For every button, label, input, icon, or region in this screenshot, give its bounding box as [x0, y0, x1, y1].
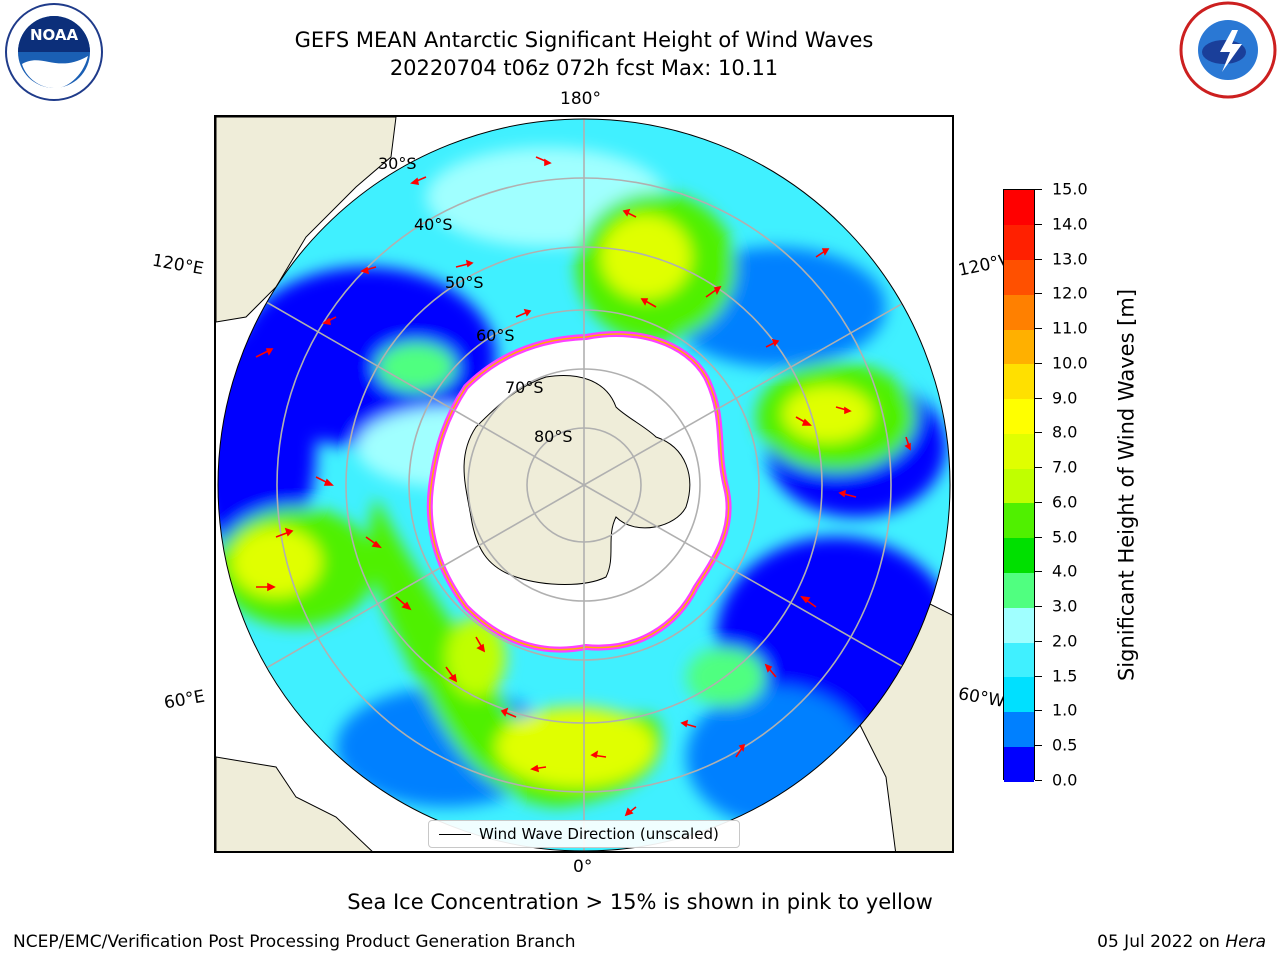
colorbar-segment: [1004, 502, 1034, 539]
map-legend: Wind Wave Direction (unscaled): [428, 820, 740, 848]
colorbar-segment: [1004, 398, 1034, 434]
svg-text:NOAA: NOAA: [30, 26, 79, 44]
colorbar-tick: [1035, 397, 1042, 399]
map-title: GEFS MEAN Antarctic Significant Height o…: [294, 28, 874, 52]
colorbar-tick-label: 10.0: [1052, 353, 1088, 373]
colorbar-tick: [1035, 675, 1042, 677]
colorbar-tick-label: 6.0: [1052, 492, 1078, 512]
colorbar-tick-label: 14.0: [1052, 214, 1088, 234]
lat-label-40s: 40°S: [414, 215, 453, 234]
colorbar-tick: [1035, 328, 1042, 330]
colorbar-tick-label: 9.0: [1052, 388, 1078, 408]
colorbar-tick-label: 4.0: [1052, 561, 1078, 581]
colorbar-tick: [1035, 745, 1042, 747]
colorbar-segment: [1004, 572, 1034, 608]
colorbar-tick-label: 7.0: [1052, 457, 1078, 477]
lon-label-60w: 60°W: [956, 684, 1007, 712]
colorbar-segment: [1004, 468, 1034, 504]
colorbar-segment: [1004, 711, 1034, 747]
lat-label-80s: 80°S: [534, 427, 573, 446]
colorbar-tick-label: 2.0: [1052, 631, 1078, 651]
colorbar-tick: [1035, 536, 1042, 538]
lat-label-30s: 30°S: [378, 154, 417, 173]
footer-date-text: 05 Jul 2022 on: [1097, 932, 1220, 952]
colorbar-tick: [1035, 293, 1042, 295]
colorbar-tick: [1035, 571, 1042, 573]
colorbar-segment: [1004, 676, 1034, 713]
colorbar-tick-label: 13.0: [1052, 249, 1088, 269]
colorbar-tick-label: 0.5: [1052, 735, 1078, 755]
sea-ice-note: Sea Ice Concentration > 15% is shown in …: [347, 890, 933, 914]
map-subtitle: 20220704 t06z 072h fcst Max: 10.11: [389, 56, 779, 80]
polar-map: 30°S 40°S 50°S 60°S 70°S 80°S Wind Wave …: [214, 115, 954, 853]
national-weather-service-logo-icon: [1176, 0, 1280, 104]
colorbar-tick-label: 12.0: [1052, 283, 1088, 303]
colorbar-tick: [1035, 362, 1042, 364]
colorbar-segment: [1004, 294, 1034, 330]
colorbar-tick-label: 15.0: [1052, 179, 1088, 199]
colorbar-tick: [1035, 640, 1042, 642]
lon-label-120e: 120°E: [150, 250, 206, 280]
colorbar-tick: [1035, 501, 1042, 503]
colorbar: [1003, 189, 1035, 782]
colorbar-tick: [1035, 467, 1042, 469]
colorbar-tick: [1035, 258, 1042, 260]
footer-host: Hera: [1225, 932, 1266, 952]
noaa-logo-icon: NOAA: [2, 2, 106, 106]
colorbar-segment: [1004, 190, 1034, 226]
lat-label-50s: 50°S: [445, 273, 484, 292]
colorbar-segment: [1004, 537, 1034, 573]
colorbar-tick: [1035, 780, 1042, 781]
colorbar-segment: [1004, 224, 1034, 261]
legend-line-swatch: [439, 834, 471, 835]
footer-date: 05 Jul 2022 on Hera: [1097, 932, 1266, 952]
colorbar-segment: [1004, 607, 1034, 643]
colorbar-tick-label: 0.0: [1052, 770, 1078, 790]
colorbar-segment: [1004, 329, 1034, 365]
lon-label-0: 0°: [573, 857, 593, 877]
lon-label-60e: 60°E: [162, 686, 207, 714]
lon-label-180: 180°: [560, 89, 601, 109]
colorbar-tick: [1035, 223, 1042, 225]
colorbar-tick: [1035, 189, 1042, 190]
colorbar-tick: [1035, 606, 1042, 608]
colorbar-segment: [1004, 433, 1034, 469]
legend-label: Wind Wave Direction (unscaled): [479, 825, 719, 843]
colorbar-segment: [1004, 746, 1034, 782]
lat-label-70s: 70°S: [505, 378, 544, 397]
colorbar-tick-label: 5.0: [1052, 527, 1078, 547]
footer-branch: NCEP/EMC/Verification Post Processing Pr…: [13, 932, 576, 952]
colorbar-segment: [1004, 259, 1034, 295]
colorbar-tick: [1035, 710, 1042, 712]
colorbar-tick-label: 1.0: [1052, 700, 1078, 720]
lat-label-60s: 60°S: [476, 326, 515, 345]
colorbar-label: Significant Height of Wind Waves [m]: [1114, 288, 1139, 682]
colorbar-tick: [1035, 432, 1042, 434]
colorbar-tick-label: 1.5: [1052, 666, 1078, 686]
colorbar-tick-label: 8.0: [1052, 422, 1078, 442]
colorbar-tick-label: 3.0: [1052, 596, 1078, 616]
colorbar-tick-label: 11.0: [1052, 318, 1088, 338]
colorbar-segment: [1004, 363, 1034, 400]
colorbar-segment: [1004, 641, 1034, 678]
